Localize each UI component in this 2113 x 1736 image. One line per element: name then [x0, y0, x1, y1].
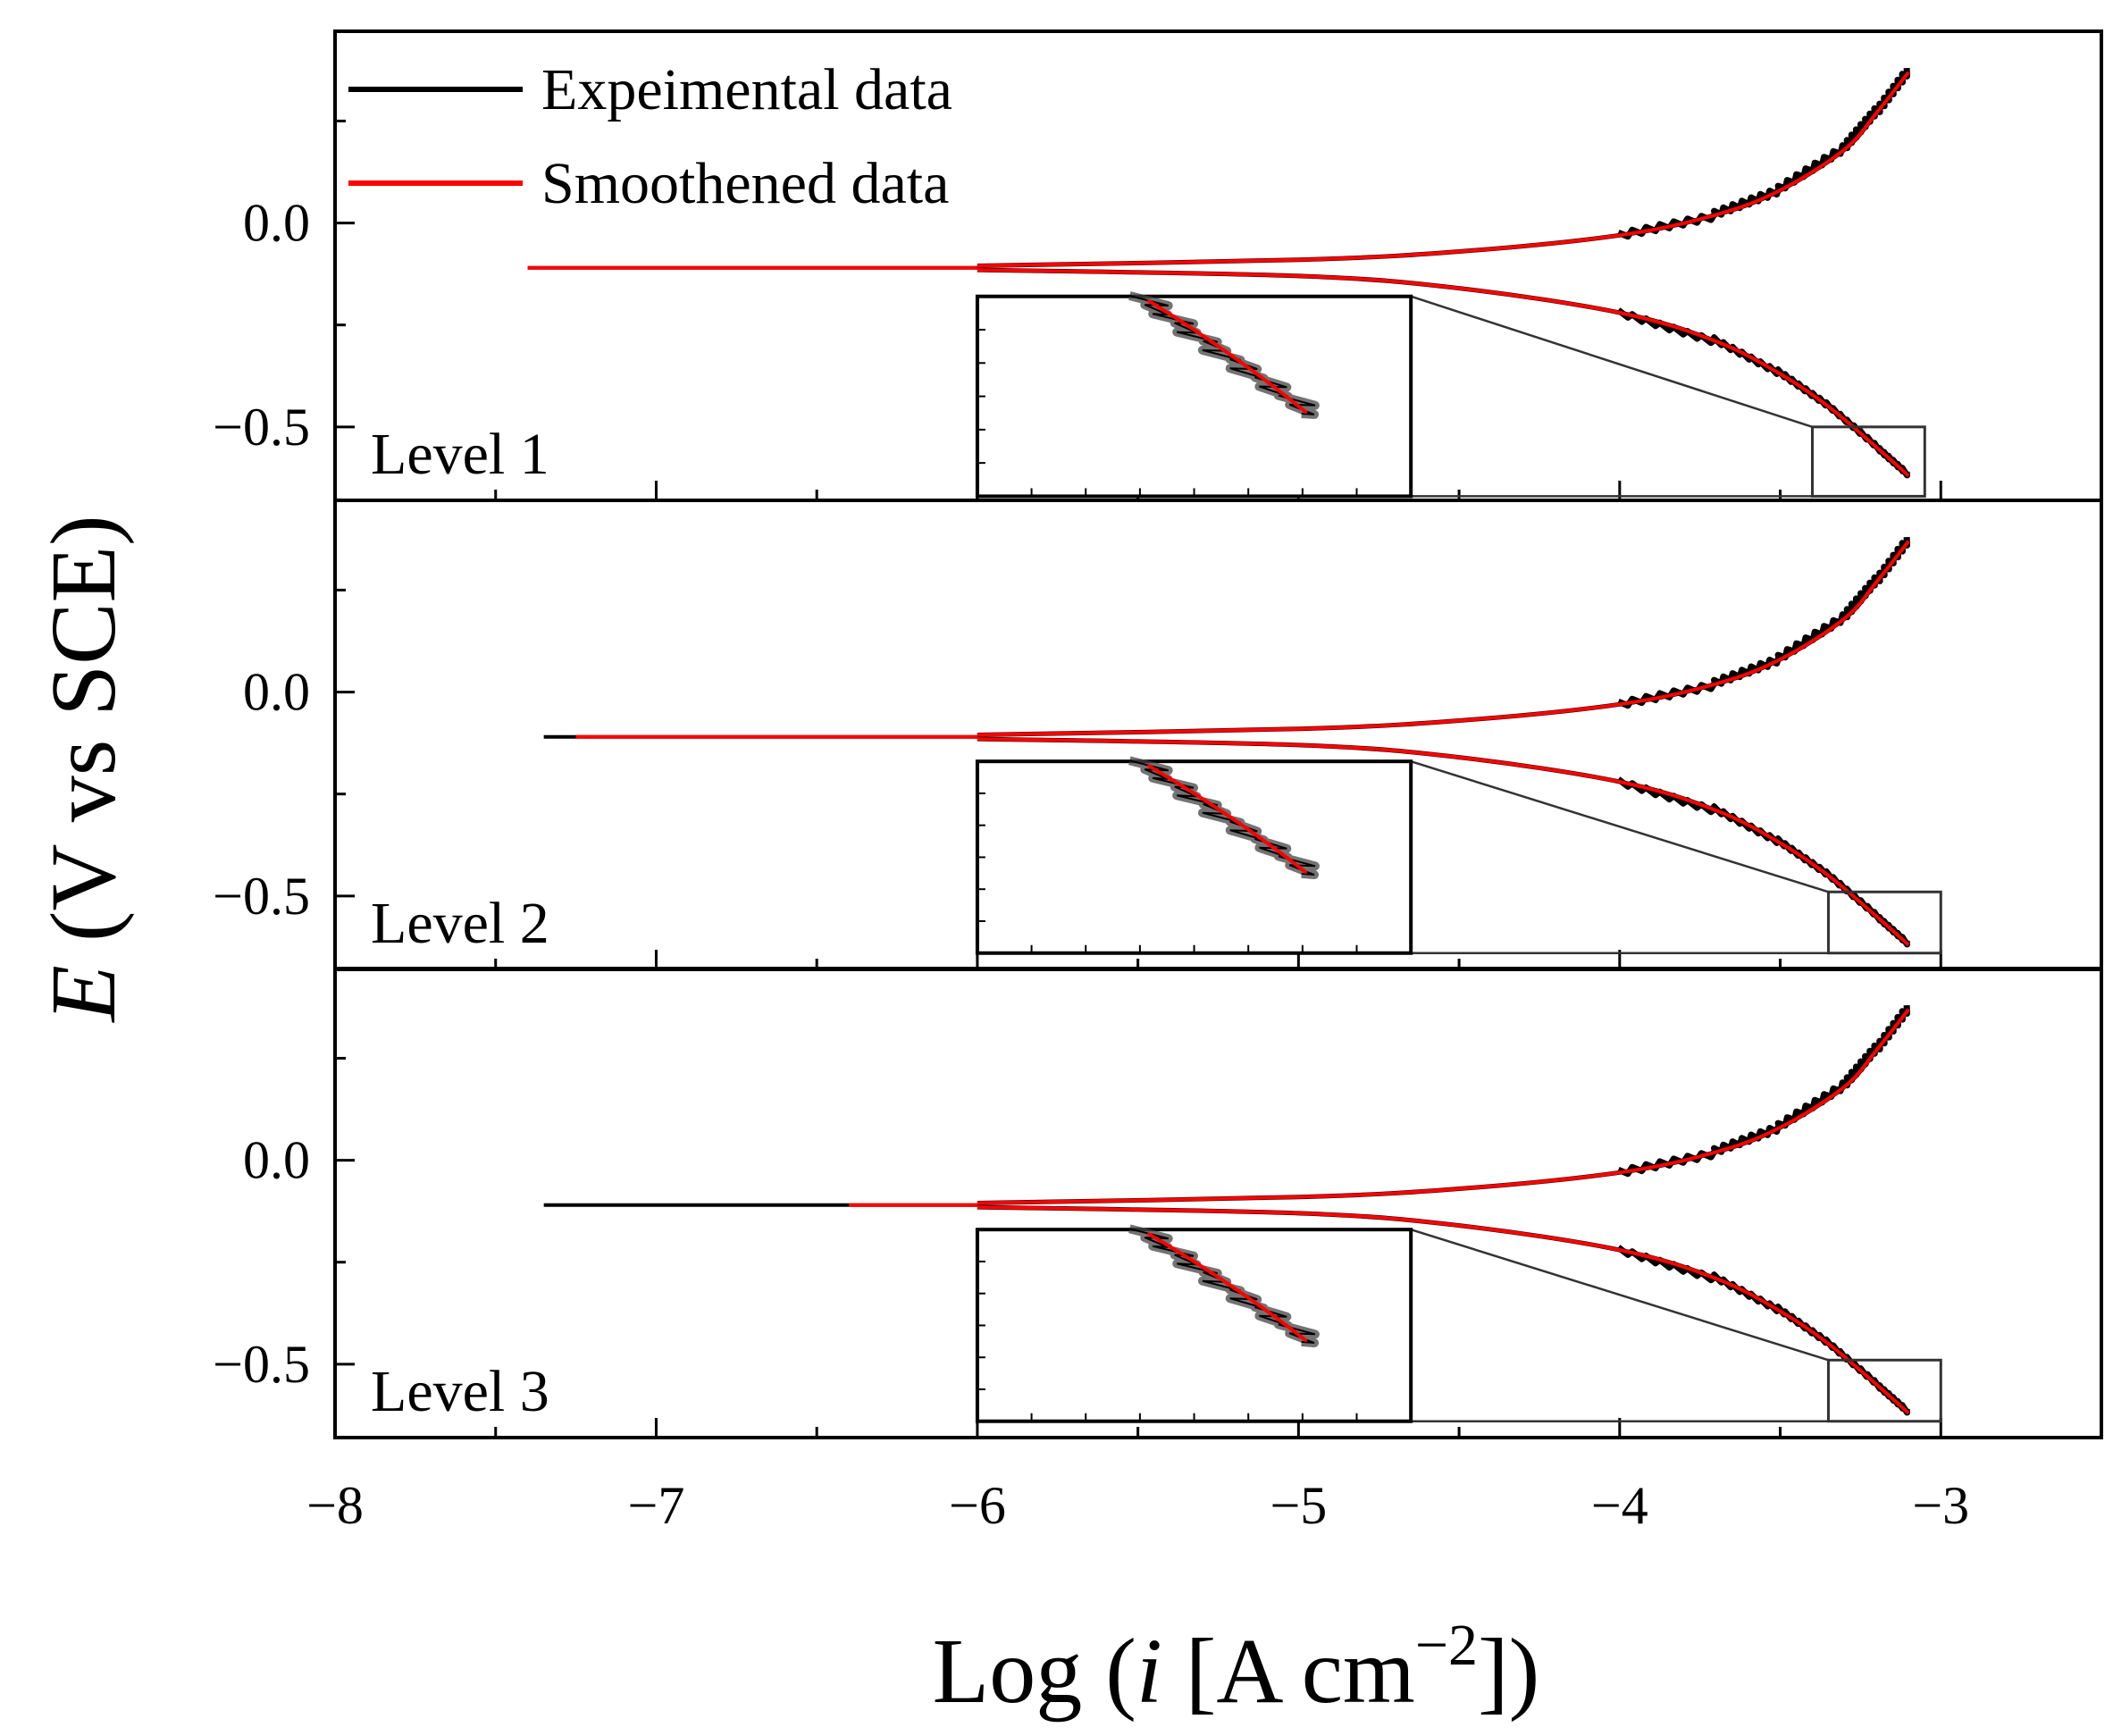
panel-frame	[333, 967, 2103, 1439]
inset-connector	[1410, 295, 1813, 429]
experimental-anodic-branch	[1616, 536, 1910, 709]
legend-label-2: Smoothened data	[541, 151, 949, 216]
y-tick-label: 0.0	[243, 1131, 310, 1190]
experimental-cathodic-branch	[1616, 776, 1910, 948]
y-tick-label: −0.5	[213, 1335, 310, 1394]
smoothed-cathodic-line	[977, 268, 1910, 478]
x-tick-label: −6	[949, 1476, 1006, 1535]
panel-3: 0.0 −0.5 Level 3	[213, 967, 2103, 1439]
y-axis-title: E (V vs SCE)	[32, 515, 135, 1023]
x-axis-title-exp: −2	[1415, 1613, 1478, 1678]
experimental-anodic-branch	[1616, 67, 1910, 240]
panel-label: Level 3	[371, 1359, 549, 1424]
x-tick-label: −7	[628, 1476, 685, 1535]
inset-connector	[1410, 759, 1829, 893]
smoothed-anodic-line	[977, 540, 1910, 737]
inset-connector	[1410, 1228, 1829, 1362]
panel-label: Level 2	[371, 891, 549, 956]
inset-smoothed-line	[1146, 1231, 1308, 1343]
experimental-anodic-line	[977, 1008, 1911, 1205]
experimental-anodic-branch	[1616, 1004, 1910, 1178]
x-tick-label: −3	[1912, 1476, 1969, 1535]
y-tick-label: −0.5	[213, 398, 310, 457]
inset-smoothed-line	[1146, 763, 1308, 875]
smoothed-cathodic-line	[977, 1205, 1910, 1415]
experimental-cathodic-branch	[1616, 1245, 1910, 1416]
x-axis-title-suffix: ])	[1478, 1620, 1539, 1723]
y-tick-label: 0.0	[243, 663, 310, 722]
smoothed-cathodic-line	[977, 737, 1910, 947]
experimental-anodic-line	[977, 540, 1911, 737]
x-axis-title: Log (i [A cm−2])	[933, 1613, 1540, 1723]
x-axis-title-unit: [A cm	[1162, 1620, 1415, 1723]
y-tick-label: −0.5	[213, 867, 310, 926]
panel-label: Level 1	[371, 422, 549, 487]
legend-label-1: Expeimental data	[541, 57, 952, 122]
experimental-anodic-line	[977, 71, 1911, 268]
x-axis-title-var: i	[1136, 1620, 1162, 1723]
smoothed-anodic-line	[977, 1008, 1910, 1205]
inset-box	[975, 294, 1413, 499]
y-tick-label: 0.0	[243, 194, 310, 253]
panel-2: 0.0 −0.5 Level 2	[213, 499, 2103, 971]
y-axis-title-rest: (V vs SCE)	[32, 515, 135, 965]
inset-smoothed-line	[1146, 298, 1308, 415]
y-axis-title-var: E	[32, 965, 135, 1024]
panel-1: 0.0 −0.5 Level 1	[213, 29, 2103, 502]
zoom-box	[1810, 425, 1926, 498]
experimental-cathodic-branch	[1616, 307, 1910, 479]
x-axis-title-prefix: Log (	[933, 1620, 1136, 1723]
zoom-box	[1826, 890, 1942, 955]
zoom-box	[1826, 1358, 1942, 1423]
x-tick-label: −8	[306, 1476, 364, 1535]
x-tick-label: −5	[1270, 1476, 1327, 1535]
smoothed-anodic-line	[977, 71, 1910, 268]
x-tick-label: −4	[1591, 1476, 1648, 1535]
